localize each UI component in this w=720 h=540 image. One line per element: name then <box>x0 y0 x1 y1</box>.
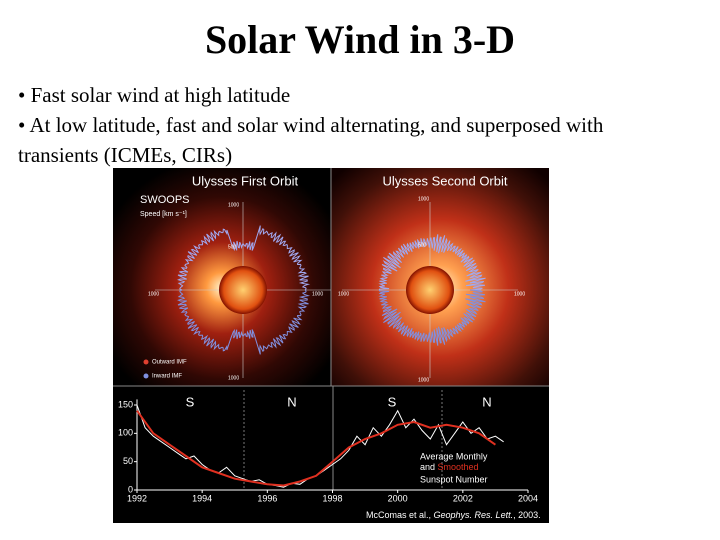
legend-swatch <box>143 373 149 379</box>
instrument-label: SWOOPS <box>140 194 190 206</box>
y-tick-label: 100 <box>118 428 133 438</box>
polar-tick: 1000 <box>514 291 525 297</box>
y-tick-label: 150 <box>118 399 133 409</box>
speed-label: Speed [km s⁻¹] <box>140 211 187 218</box>
polar-tick: 1000 <box>418 196 429 202</box>
sun <box>219 266 267 314</box>
polar-plots <box>155 202 518 378</box>
legend-swatch <box>143 359 149 365</box>
bullet: • At low latitude, fast and solar wind a… <box>18 113 604 167</box>
bullet: • Fast solar wind at high latitude <box>18 83 291 107</box>
legend-label: Inward IMF <box>152 374 182 380</box>
panel-title: Ulysses Second Orbit <box>383 173 508 188</box>
x-tick-label: 1994 <box>192 493 212 503</box>
polar-tick: 1000 <box>338 291 349 297</box>
x-tick-label: 1998 <box>322 493 342 503</box>
legend-text: Sunspot Number <box>420 474 488 484</box>
polar-tick: 500 <box>228 244 237 250</box>
speed-trace <box>378 234 486 291</box>
speed-trace <box>378 289 486 346</box>
y-tick-label: 0 <box>128 484 133 494</box>
citation-part: McComas et al., <box>366 510 434 520</box>
legend-text: and <box>420 462 438 472</box>
x-tick-label: 2000 <box>388 493 408 503</box>
hemisphere-label: S <box>388 394 397 409</box>
hemisphere-label: S <box>186 394 195 409</box>
x-tick-label: 1996 <box>257 493 277 503</box>
x-tick-label: 1992 <box>127 493 147 503</box>
polar-tick: 1000 <box>148 291 159 297</box>
bullet-list: • Fast solar wind at high latitude • At … <box>18 80 658 170</box>
polar-tick: 500 <box>418 242 427 248</box>
hemisphere-label: N <box>482 394 491 409</box>
speed-trace <box>177 225 311 291</box>
hemisphere-label: N <box>287 394 296 409</box>
panel-background <box>113 168 331 386</box>
y-tick-label: 50 <box>123 456 133 466</box>
slide-title: Solar Wind in 3-D <box>204 17 516 62</box>
series-line <box>136 410 496 487</box>
citation-part: Geophys. Res. Lett. <box>434 510 514 520</box>
polar-tick: 1000 <box>228 202 239 208</box>
sun <box>406 266 454 314</box>
polar-tick: 1000 <box>228 375 239 381</box>
polar-tick: 1000 <box>312 291 323 297</box>
x-tick-label: 2002 <box>453 493 473 503</box>
legend-label: Outward IMF <box>152 360 187 366</box>
speed-trace <box>177 289 311 355</box>
legend-label: and Smoothed <box>420 462 479 472</box>
citation-part: , 2003. <box>513 510 541 520</box>
panel-title: Ulysses First Orbit <box>192 173 299 188</box>
legend-label: Average Monthly <box>420 451 488 461</box>
legend-label: Smoothed <box>438 462 479 472</box>
x-tick-label: 2004 <box>518 493 538 503</box>
sunspot-chart: 0 50 100 150 1992 1994 1996 1998 2000 2002 2004 <box>118 399 538 503</box>
citation: McComas et al., Geophys. Res. Lett., 200… <box>366 510 541 520</box>
polar-tick: 1000 <box>418 377 429 383</box>
